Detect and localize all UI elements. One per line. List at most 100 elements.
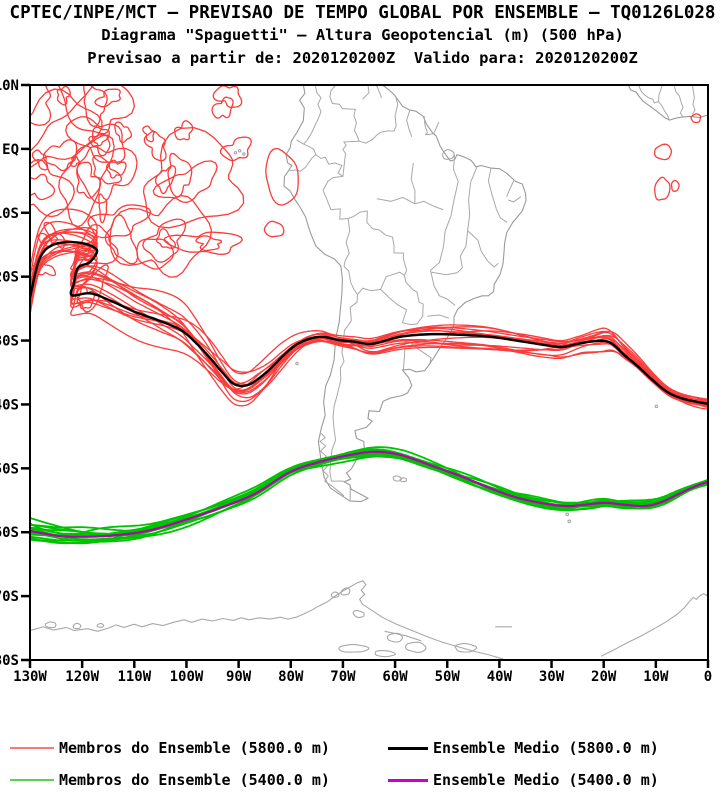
page-title-line1: CPTEC/INPE/MCT — PREVISAO DE TEMPO GLOBA… (9, 3, 716, 23)
legend-label-members-5400: Membros do Ensemble (5400.0 m) (59, 771, 330, 789)
lat-tick-label: 40S (0, 397, 19, 413)
ensemble-member-5800-loop (92, 126, 111, 157)
lon-tick-label: 40W (487, 669, 513, 685)
country-state-border (467, 230, 499, 268)
island (386, 632, 404, 643)
lon-tick-label: 130W (13, 669, 47, 685)
lat-tick-label: 10S (0, 206, 19, 222)
ensemble-mean-5800-contour (30, 240, 708, 405)
ensemble-member-5400-contour (30, 450, 708, 538)
map-plot: 10N EQ 10S 20S 30S 40S 50S 60S 70S 80S130W 120W 110… (0, 78, 712, 685)
island (442, 149, 455, 160)
country-state-border (427, 314, 449, 319)
legend-label-mean-5400: Ensemble Medio (5400.0 m) (433, 771, 659, 789)
ensemble-member-5800-loop (98, 193, 108, 224)
island (454, 643, 478, 653)
island (338, 643, 370, 653)
ensemble-member-5800-loop (42, 139, 78, 172)
country-state-border (380, 271, 405, 290)
lon-tick-label: 80W (278, 669, 304, 685)
ensemble-member-5800-loop (152, 160, 218, 203)
lon-tick-label: 50W (435, 669, 461, 685)
ensemble-member-5800-loop (155, 228, 177, 250)
ensemble-member-5800-loop (212, 85, 243, 109)
country-state-border (467, 166, 478, 231)
country-state-border (425, 121, 440, 136)
ensemble-member-5800-loop (174, 120, 194, 141)
ensemble-member-5400-contour (30, 455, 708, 536)
lat-tick-label: 50S (0, 461, 19, 477)
island-dot (565, 512, 570, 517)
plot-border (29, 84, 709, 661)
ensemble-member-5400-contour (30, 448, 708, 545)
lat-tick-label: 20S (0, 270, 19, 286)
isolated-5800-contour (136, 238, 175, 270)
lat-tick-label: EQ (2, 142, 19, 158)
ensemble-member-5800-loop (154, 165, 177, 195)
country-state-border (289, 154, 317, 172)
lon-tick-label: 120W (65, 669, 99, 685)
ensemble-member-5800-loop (30, 88, 103, 169)
ensemble-member-5400-contour (30, 452, 708, 532)
ensemble-member-5800-loop (87, 204, 152, 239)
country-state-border (430, 270, 456, 306)
island-dot (567, 519, 572, 524)
ensemble-member-5400-contour (30, 446, 708, 542)
lon-tick-label: 0 (704, 669, 712, 685)
page-title-line3: Previsao a partir de: 2020120200Z Valido… (87, 49, 638, 67)
country-state-border (357, 287, 381, 295)
country-state-border (296, 139, 317, 155)
country-state-border (380, 275, 424, 326)
ensemble-member-5800-loop (92, 154, 123, 185)
ensemble-member-5400-contour (30, 451, 708, 537)
ensemble-member-5800-loop (30, 85, 52, 127)
country-state-border (303, 85, 322, 145)
country-state-border (406, 110, 413, 137)
ensemble-member-5800-contour (30, 241, 708, 401)
ensemble-member-5800-loop (57, 85, 136, 135)
ensemble-member-5800-loop (109, 194, 213, 278)
ensemble-member-5400-contour (30, 453, 708, 537)
country-state-border (342, 140, 360, 177)
legend-line-members-5800-icon (10, 747, 54, 749)
isolated-5800-contour (265, 147, 299, 206)
ensemble-member-5800-loop (167, 152, 193, 198)
lon-tick-label: 90W (226, 669, 252, 685)
lat-tick-label: 30S (0, 334, 19, 350)
legend-line-members-5400-icon (10, 779, 54, 781)
country-state-border (347, 210, 368, 219)
country-state-border (431, 230, 469, 276)
country-state-border (329, 85, 360, 142)
country-state-border (358, 95, 399, 144)
ensemble-member-5800-loop (211, 96, 234, 119)
ensemble-member-5800-loop (219, 136, 252, 162)
legend-line-mean-5400-icon (388, 778, 428, 782)
island (330, 591, 340, 598)
ensemble-member-5800-loop (76, 145, 138, 205)
ensemble-member-5800-contour (30, 244, 708, 402)
plot-area (30, 85, 708, 660)
isolated-5800-contour (690, 113, 702, 124)
country-state-border (673, 85, 684, 118)
island-dot (237, 149, 242, 153)
ensemble-member-5400-contour (30, 450, 708, 537)
ensemble-member-5800-loop (142, 126, 245, 229)
legend-item-members-5400: Membros do Ensemble (5400.0 m) (10, 771, 330, 789)
lat-tick-label: 70S (0, 589, 19, 605)
island-dot (233, 150, 238, 155)
legend-item-members-5800: Membros do Ensemble (5800.0 m) (10, 739, 330, 757)
lon-tick-label: 60W (382, 669, 408, 685)
country-state-border (362, 85, 370, 100)
island (374, 650, 397, 658)
isolated-5800-contour (670, 179, 680, 192)
country-state-border (329, 294, 358, 501)
country-state-border (495, 208, 508, 223)
island-dot (295, 361, 299, 366)
lat-tick-label: 80S (0, 653, 19, 669)
country-state-border (638, 85, 664, 104)
ensemble-mean-5400-contour (30, 450, 708, 538)
ensemble-member-5800-contour (30, 243, 708, 403)
island (96, 622, 105, 628)
country-state-border (423, 116, 428, 136)
geography-layer (283, 85, 708, 503)
